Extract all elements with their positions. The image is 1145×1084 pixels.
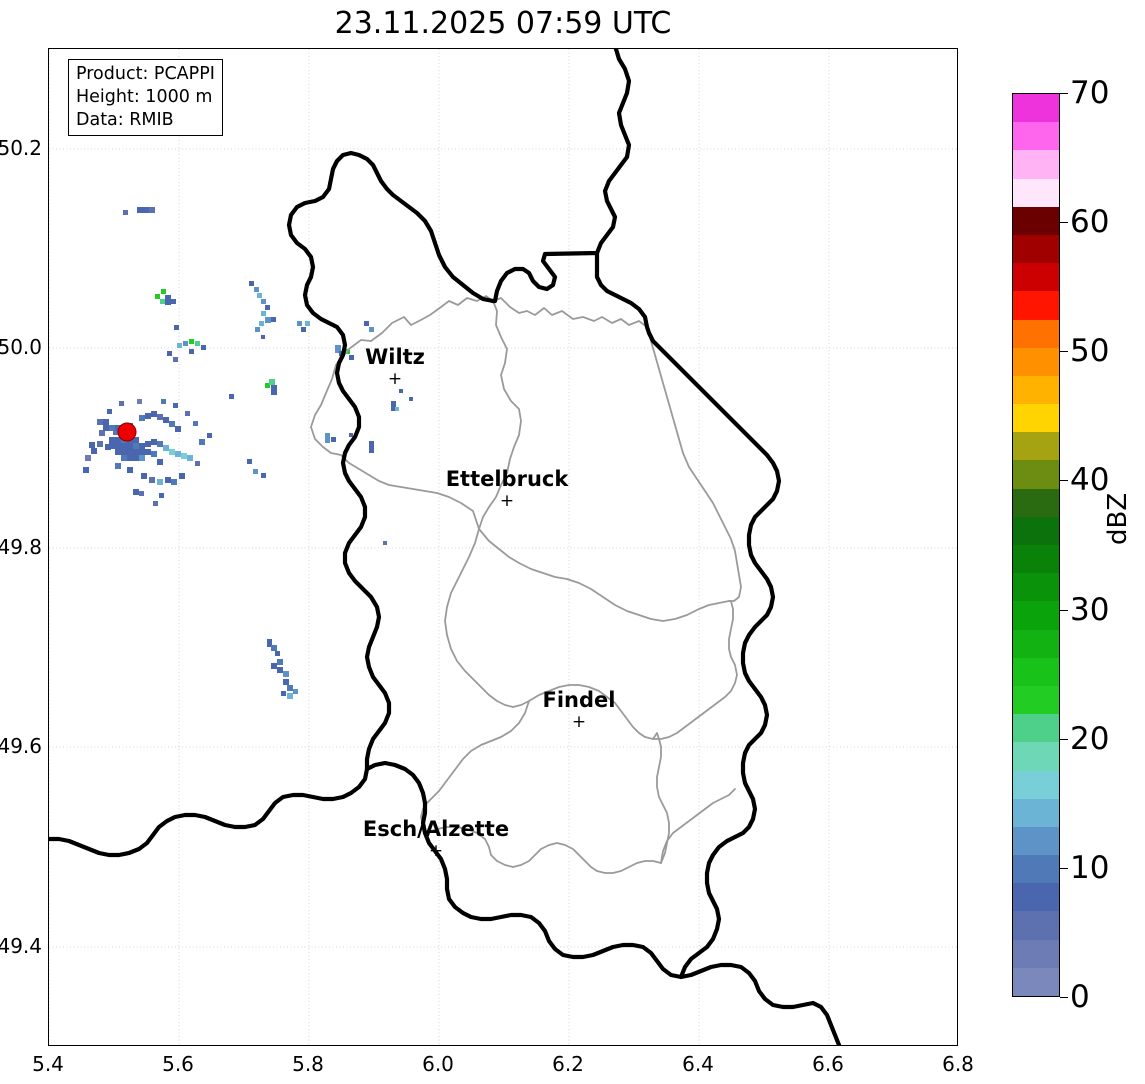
- colorbar-tickmark: [1060, 997, 1068, 998]
- info-height: Height: 1000 m: [76, 86, 213, 107]
- city-marker-icon: +: [499, 491, 515, 511]
- colorbar-tick-label: 10: [1070, 850, 1110, 886]
- colorbar-tick-label: 30: [1070, 592, 1110, 628]
- colorbar-segment: [1013, 826, 1059, 856]
- city-name: Wiltz: [365, 345, 425, 369]
- city-label-wiltz: Wiltz +: [365, 347, 425, 389]
- x-tick-label: 6.0: [422, 1052, 454, 1076]
- city-marker-icon: +: [428, 841, 444, 861]
- city-label-esch-alzette: Esch/Alzette +: [363, 819, 509, 861]
- city-marker-icon: +: [387, 369, 403, 389]
- colorbar-segment: [1013, 685, 1059, 715]
- colorbar-segment: [1013, 714, 1059, 743]
- colorbar-tick-label: 20: [1070, 721, 1110, 757]
- colorbar-segment: [1013, 404, 1059, 433]
- colorbar-segment: [1013, 516, 1059, 545]
- y-tick-label: 49.8: [0, 535, 42, 559]
- colorbar-tick-label: 40: [1070, 462, 1110, 498]
- city-name: Esch/Alzette: [362, 817, 510, 841]
- colorbar-segment: [1013, 770, 1059, 799]
- colorbar-segment: [1013, 545, 1059, 574]
- city-marker-icon: +: [571, 712, 587, 732]
- colorbar-segment: [1013, 798, 1059, 827]
- echo-cluster-radar-site: [83, 399, 212, 506]
- city-name: Ettelbruck: [445, 467, 569, 491]
- x-tick-label: 6.2: [552, 1052, 584, 1076]
- x-tick-label: 5.4: [32, 1052, 64, 1076]
- colorbar-segment: [1013, 488, 1059, 517]
- colorbar-tick-label: 50: [1070, 333, 1110, 369]
- colorbar-segment: [1013, 94, 1059, 123]
- colorbar-segment: [1013, 573, 1059, 602]
- colorbar-tickmark: [1060, 93, 1068, 94]
- radar-site-marker: [117, 422, 137, 442]
- city-name: Findel: [542, 688, 616, 712]
- colorbar-tickmark: [1060, 222, 1068, 223]
- info-product: Product: PCAPPI: [76, 64, 215, 84]
- map-canvas: [49, 49, 957, 1045]
- colorbar-tickmark: [1060, 480, 1068, 481]
- x-tick-label: 5.6: [162, 1052, 194, 1076]
- x-tick-label: 5.8: [292, 1052, 324, 1076]
- colorbar-segment: [1013, 629, 1059, 658]
- city-label-findel: Findel +: [543, 690, 616, 732]
- colorbar-segment: [1013, 178, 1059, 207]
- echo-cluster-scattered: [123, 207, 413, 699]
- colorbar-segment: [1013, 601, 1059, 630]
- colorbar-segment: [1013, 939, 1059, 968]
- colorbar-segment: [1013, 432, 1059, 461]
- colorbar: [1012, 93, 1060, 997]
- page-title: 23.11.2025 07:59 UTC: [334, 6, 672, 41]
- colorbar-segment: [1013, 291, 1059, 320]
- colorbar-tick-label: 0: [1070, 979, 1090, 1015]
- info-box: Product: PCAPPI Height: 1000 m Data: RMI…: [68, 59, 223, 137]
- colorbar-segment: [1013, 883, 1059, 912]
- country-border: [49, 49, 842, 1045]
- city-label-ettelbruck: Ettelbruck +: [446, 469, 569, 511]
- colorbar-tickmark: [1060, 351, 1068, 352]
- colorbar-tick-label: 70: [1070, 75, 1110, 111]
- x-tick-label: 6.8: [942, 1052, 974, 1076]
- colorbar-segment: [1013, 657, 1059, 686]
- x-tick-label: 6.4: [682, 1052, 714, 1076]
- y-tick-label: 49.4: [0, 934, 42, 958]
- colorbar-segment: [1013, 742, 1059, 771]
- colorbar-segment: [1013, 460, 1059, 489]
- colorbar-segment: [1013, 206, 1059, 235]
- colorbar-segment: [1013, 375, 1059, 405]
- colorbar-tickmark: [1060, 868, 1068, 869]
- colorbar-segment: [1013, 855, 1059, 884]
- colorbar-tickmark: [1060, 610, 1068, 611]
- grid-lines: [49, 49, 957, 1045]
- colorbar-segment: [1013, 967, 1059, 996]
- colorbar-tickmark: [1060, 739, 1068, 740]
- colorbar-segment: [1013, 234, 1059, 264]
- colorbar-segment: [1013, 911, 1059, 940]
- y-tick-label: 50.0: [0, 335, 42, 359]
- y-tick-label: 49.6: [0, 734, 42, 758]
- district-boundaries: [310, 295, 742, 874]
- colorbar-segment: [1013, 150, 1059, 179]
- radar-echo-layer: [83, 207, 413, 699]
- info-data: Data: RMIB: [76, 109, 174, 130]
- colorbar-segment: [1013, 347, 1059, 376]
- radar-map-plot: Product: PCAPPI Height: 1000 m Data: RMI…: [48, 48, 958, 1046]
- y-tick-label: 50.2: [0, 136, 42, 160]
- colorbar-axis-label: dBZ: [1103, 492, 1133, 545]
- colorbar-tick-label: 60: [1070, 204, 1110, 240]
- colorbar-segment: [1013, 122, 1059, 151]
- colorbar-segment: [1013, 263, 1059, 292]
- colorbar-segment: [1013, 319, 1059, 348]
- x-tick-label: 6.6: [812, 1052, 844, 1076]
